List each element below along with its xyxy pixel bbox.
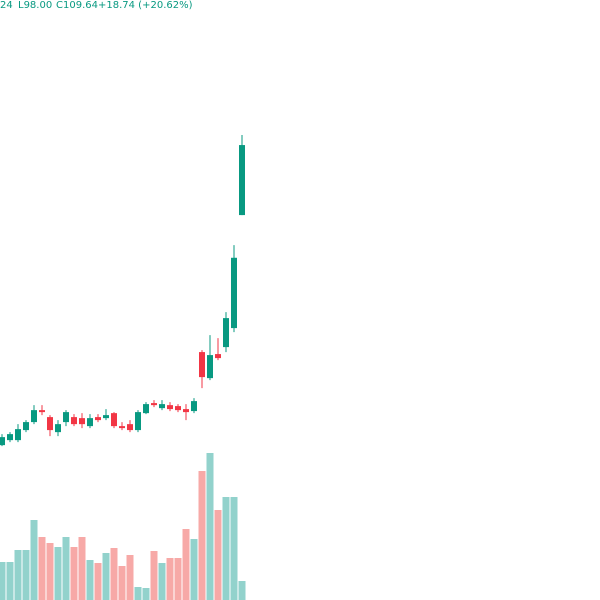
volume-bar (0, 562, 6, 600)
candle-body (215, 354, 221, 359)
candle-body (23, 422, 29, 431)
candle-body (183, 409, 189, 413)
volume-bar (190, 539, 198, 600)
volume-bar (150, 551, 158, 600)
candle-body (31, 410, 37, 423)
candle-body (55, 424, 61, 433)
volume-bar (102, 553, 110, 600)
volume-bar (78, 537, 86, 600)
volume-bar (198, 471, 206, 600)
candle-body (0, 437, 5, 446)
volume-bar (110, 548, 118, 600)
candle-body (39, 410, 45, 413)
volume-bar (174, 558, 182, 600)
volume-bar (6, 562, 14, 600)
volume-bar (14, 550, 22, 600)
volume-layer (0, 453, 246, 600)
candle-body (127, 424, 133, 431)
candle-body (63, 412, 69, 423)
candle-body (103, 415, 109, 419)
candle-body (167, 405, 173, 410)
candle-body (119, 426, 125, 429)
volume-bar (30, 520, 38, 600)
candle-body (159, 404, 165, 409)
candle-body (175, 406, 181, 411)
volume-bar (22, 550, 30, 600)
legend-change: +18.74 (+20.62%) (98, 0, 193, 11)
volume-bar (230, 497, 238, 600)
volume-bar (206, 453, 214, 600)
volume-bar (142, 588, 150, 600)
volume-bar (182, 529, 190, 600)
candle-body (95, 417, 101, 421)
candle-body (151, 403, 157, 406)
volume-bar (46, 543, 54, 600)
candle-body (79, 418, 85, 425)
legend-close: C109.64 (56, 0, 98, 11)
candle-body (207, 355, 213, 379)
volume-bar (238, 581, 246, 600)
candle-body (199, 352, 205, 378)
volume-bar (54, 547, 62, 600)
volume-bar (118, 566, 126, 600)
candle-body (191, 401, 197, 412)
volume-bar (94, 563, 102, 600)
volume-bar (134, 587, 142, 600)
candle-body (111, 413, 117, 427)
legend-header: 24 L98.00 C109.64 +18.74 (+20.62%) (0, 0, 193, 11)
volume-bar (222, 497, 230, 600)
volume-bar (86, 560, 94, 600)
candle-body (71, 417, 77, 425)
volume-bar (158, 563, 166, 600)
candle-body (87, 418, 93, 427)
candle-body (143, 404, 149, 414)
candle-body (135, 412, 141, 431)
legend-low: L98.00 (18, 0, 52, 11)
candle-body (7, 434, 13, 441)
volume-bar (214, 510, 222, 600)
candle-body (47, 417, 53, 431)
candle-body (239, 145, 245, 216)
candle-layer (0, 135, 245, 447)
volume-bar (166, 558, 174, 600)
volume-bar (62, 537, 70, 600)
candle-body (223, 318, 229, 348)
volume-bar (126, 555, 134, 600)
volume-bar (38, 537, 46, 600)
candle-body (15, 429, 21, 441)
candle-body (231, 257, 237, 329)
legend-fragment: 24 (0, 0, 13, 11)
volume-bar (70, 547, 78, 600)
